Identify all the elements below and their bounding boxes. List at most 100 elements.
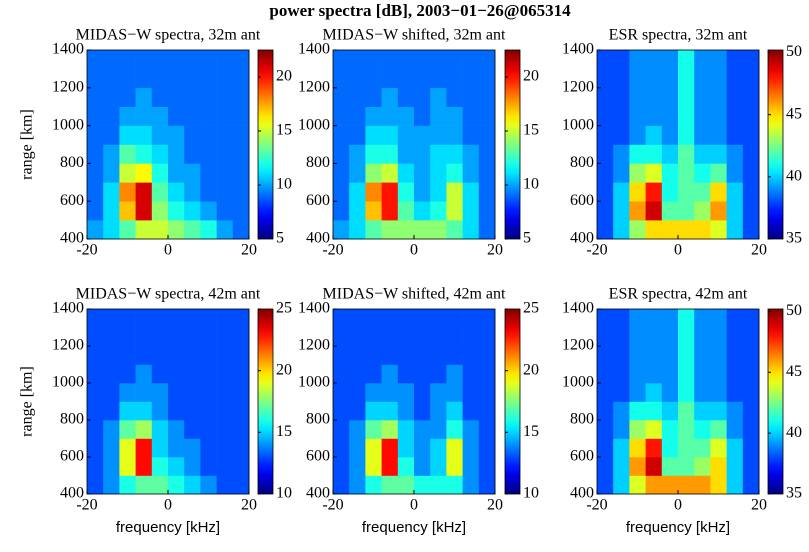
heatmap-cell [168, 201, 185, 221]
heatmap-cell [333, 163, 350, 183]
heatmap-cell [103, 144, 120, 164]
heatmap-cell [645, 125, 663, 145]
heatmap-cell [414, 383, 431, 402]
heatmap-cell [661, 475, 679, 495]
heatmap-cell [232, 144, 250, 164]
heatmap-cell [333, 401, 350, 421]
heatmap-cell [381, 383, 399, 402]
heatmap-cell [742, 68, 760, 89]
heatmap-cell [216, 383, 234, 402]
heatmap-cell [200, 364, 217, 384]
heatmap-cell [87, 125, 104, 145]
heatmap-cell [119, 364, 136, 384]
heatmap-cell [135, 475, 153, 495]
colorbar-tick-label: 10 [276, 485, 292, 502]
heatmap-cell [726, 475, 744, 495]
panel-title: MIDAS−W spectra, 42m ant [76, 286, 261, 303]
heatmap-cell [168, 163, 185, 183]
x-tick-label: 20 [487, 497, 503, 514]
x-tick-label: -20 [586, 242, 607, 259]
y-tick-label: 1400 [52, 41, 84, 58]
colorbar [767, 308, 784, 495]
heatmap-cell [645, 68, 663, 89]
heatmap-cell [694, 457, 711, 476]
heatmap-cell [645, 420, 663, 439]
heatmap-cell [349, 220, 366, 240]
heatmap-cell [365, 420, 382, 439]
heatmap-cell [726, 182, 744, 202]
heatmap-cell [216, 401, 234, 421]
heatmap-cell [151, 106, 169, 126]
heatmap-cell [430, 420, 447, 439]
heatmap-cell [678, 201, 695, 221]
heatmap-cell [430, 125, 447, 145]
heatmap-cell [446, 364, 463, 384]
colorbar-tick-label: 20 [523, 361, 539, 378]
heatmap-cell [726, 68, 744, 89]
heatmap-cell [184, 87, 201, 107]
x-tick-label: -20 [322, 497, 343, 514]
heatmap-cell [414, 420, 431, 439]
heatmap-cell [414, 309, 431, 328]
heatmap-cell [151, 125, 169, 145]
x-tick-label: 20 [487, 242, 503, 259]
heatmap-cell [184, 438, 201, 458]
heatmap-cell [446, 457, 463, 476]
heatmap-cell [397, 87, 415, 107]
heatmap-cell [710, 383, 727, 402]
heatmap-cell [613, 182, 630, 202]
heatmap-cell [597, 457, 614, 476]
heatmap-cell [414, 475, 431, 495]
heatmap-cell [349, 438, 366, 458]
heatmap-cell [397, 383, 415, 402]
heatmap-cell [87, 182, 104, 202]
heatmap-cell [678, 50, 695, 70]
heatmap-cell [710, 87, 727, 107]
heatmap-cell [135, 144, 153, 164]
heatmap-cell [87, 346, 104, 365]
heatmap-cell [629, 327, 646, 347]
heatmap-cell [381, 106, 399, 126]
y-tick-label: 800 [60, 411, 84, 428]
heatmap-cell [216, 346, 234, 365]
heatmap-cell [430, 144, 447, 164]
heatmap-cell [135, 163, 153, 183]
heatmap-cell [119, 383, 136, 402]
heatmap-cell [135, 182, 153, 202]
heatmap-cell [629, 383, 646, 402]
heatmap-cell [613, 220, 630, 240]
heatmap-cell [629, 50, 646, 70]
heatmap-cell [645, 106, 663, 126]
heatmap-cell [168, 220, 185, 240]
heatmap-cell [381, 144, 399, 164]
x-tick-label: 0 [674, 242, 682, 259]
heatmap-cell [462, 50, 480, 70]
colorbar-tick-label: 5 [276, 230, 284, 247]
heatmap-cell [446, 68, 463, 89]
heatmap-cell [629, 220, 646, 240]
heatmap-cell [200, 401, 217, 421]
heatmap-cell [333, 364, 350, 384]
heatmap-cell [462, 420, 480, 439]
heatmap-cell [462, 144, 480, 164]
heatmap-cell [232, 106, 250, 126]
heatmap-cell [446, 438, 463, 458]
heatmap-cell [168, 68, 185, 89]
heatmap-cell [135, 401, 153, 421]
heatmap-cell [365, 346, 382, 365]
heatmap-cell [661, 346, 679, 365]
heatmap-cell [694, 327, 711, 347]
heatmap-cell [151, 383, 169, 402]
heatmap-cell [645, 220, 663, 240]
heatmap-cell [629, 401, 646, 421]
heatmap-cell [430, 201, 447, 221]
heatmap-cell [103, 201, 120, 221]
heatmap-cell [710, 309, 727, 328]
heatmap-cell [397, 438, 415, 458]
heatmap-cell [333, 420, 350, 439]
heatmap-cell [742, 163, 760, 183]
heatmap-cell [597, 106, 614, 126]
heatmap-cell [678, 106, 695, 126]
heatmap-cell [216, 364, 234, 384]
